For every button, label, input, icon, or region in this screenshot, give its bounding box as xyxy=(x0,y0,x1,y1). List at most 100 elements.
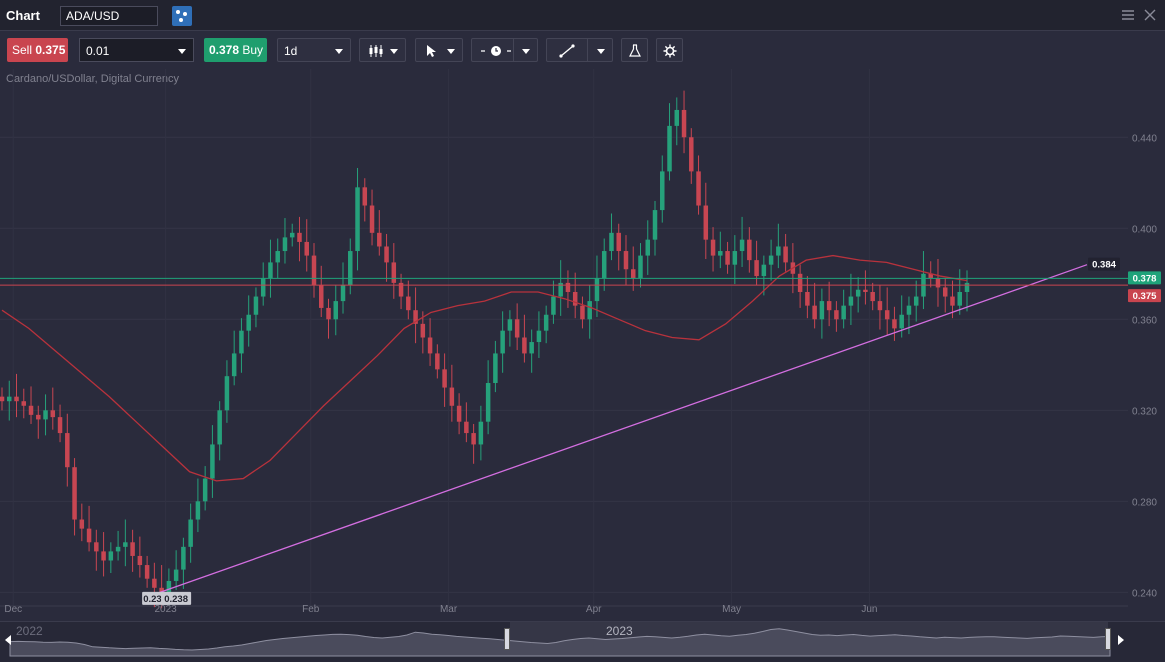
interval-select[interactable]: 1d xyxy=(277,38,351,62)
link-channel-icon[interactable] xyxy=(172,6,192,26)
candle-body xyxy=(435,353,440,370)
buy-button[interactable]: 0.378 Buy xyxy=(204,38,267,62)
quantity-value: 0.01 xyxy=(86,44,110,58)
candle-body xyxy=(449,387,455,406)
candle-body xyxy=(152,578,157,588)
candle-body xyxy=(224,376,230,411)
candle-body xyxy=(94,542,99,552)
buy-price-tag: 0.378 xyxy=(1128,271,1161,285)
navigator-handle-left[interactable] xyxy=(504,628,510,650)
candle-body xyxy=(601,251,607,279)
candle-body xyxy=(43,410,48,420)
low-label-2: 0.238 xyxy=(161,591,192,605)
y-tick-label: 0.360 xyxy=(1132,315,1157,326)
candle-body xyxy=(398,282,404,297)
drawing-tools-select[interactable] xyxy=(546,38,613,62)
candle-body xyxy=(638,255,643,279)
close-icon[interactable] xyxy=(1143,8,1157,22)
low-label-2-bg xyxy=(161,591,192,605)
chevron-down-icon xyxy=(522,49,530,54)
candle-body xyxy=(217,410,222,445)
candle-body xyxy=(703,205,709,240)
sell-price: 0.375 xyxy=(35,43,66,57)
axis-labels: 0.440 0.400 0.360 0.320 0.280 0.240 Dec 2023 Feb… xyxy=(4,133,1157,615)
candle-body xyxy=(362,187,368,206)
x-tick-label: 2023 xyxy=(154,604,177,615)
candle-body xyxy=(761,264,767,277)
cursor-select[interactable] xyxy=(415,38,463,62)
sell-button[interactable]: Sell 0.375 xyxy=(7,38,68,62)
candle-body xyxy=(739,239,745,252)
candle-body xyxy=(348,251,353,286)
candle-body xyxy=(551,296,556,315)
candles xyxy=(0,90,970,609)
candle-body xyxy=(913,296,919,306)
candle-body xyxy=(855,289,861,297)
candle-body xyxy=(391,262,397,283)
navigator-sparkline xyxy=(9,622,1111,657)
moving-average-line xyxy=(1,254,968,482)
candle-body xyxy=(935,278,941,288)
candle-body xyxy=(72,467,77,520)
crosshair-select[interactable] xyxy=(471,38,538,62)
candle-body xyxy=(950,296,955,306)
candle-body xyxy=(906,305,912,315)
candle-body xyxy=(558,282,563,297)
candle-body xyxy=(57,417,63,434)
candle-body xyxy=(464,421,469,434)
candle-body xyxy=(841,305,846,320)
candle-body xyxy=(732,251,738,265)
candle-body xyxy=(318,285,324,308)
scroll-left-icon[interactable] xyxy=(5,635,11,645)
title-bar: Chart xyxy=(0,0,1165,31)
candle-body xyxy=(768,255,774,265)
candle-body xyxy=(826,301,832,311)
settings-button[interactable] xyxy=(656,38,683,62)
chart-grid xyxy=(0,69,1128,607)
candle-body xyxy=(754,260,759,277)
sell-price-tag: 0.375 xyxy=(1128,289,1161,303)
navigator-handle-right[interactable] xyxy=(1105,628,1111,650)
hamburger-icon[interactable] xyxy=(1121,8,1135,22)
candle-body xyxy=(747,239,752,261)
candle-body xyxy=(188,519,193,547)
sell-price-tag-text: 0.375 xyxy=(1133,291,1157,302)
candle-body xyxy=(36,414,41,420)
candle-body xyxy=(471,433,476,445)
navigator-year-left: 2022 xyxy=(16,624,43,638)
trendline xyxy=(146,264,1088,598)
candle-body xyxy=(572,291,578,306)
symbol-input[interactable] xyxy=(60,6,158,26)
candle-body xyxy=(493,353,498,384)
flask-icon xyxy=(628,44,642,61)
candle-body xyxy=(580,305,585,320)
chart-style-select[interactable] xyxy=(359,38,406,62)
chart-toolbar: Sell 0.375 0.01 0.378 Buy 1d xyxy=(0,31,1165,69)
indicators-button[interactable] xyxy=(621,38,648,62)
scroll-right-icon[interactable] xyxy=(1118,635,1124,645)
candle-body xyxy=(297,232,302,242)
candle-body xyxy=(500,330,505,354)
low-label-2-text: 0.238 xyxy=(164,594,188,605)
gear-icon xyxy=(663,44,677,61)
quantity-select[interactable]: 0.01 xyxy=(79,38,194,62)
candle-body xyxy=(616,232,621,252)
candle-body xyxy=(565,282,571,292)
candle-body xyxy=(942,287,948,297)
time-navigator[interactable]: 2022 2023 xyxy=(0,621,1165,662)
chevron-down-icon xyxy=(390,49,398,54)
candle-body xyxy=(166,580,172,593)
low-label-1-text: 0.238 xyxy=(143,594,167,605)
candle-body xyxy=(964,282,970,292)
candle-body xyxy=(456,405,462,422)
chevron-down-icon xyxy=(447,49,455,54)
candlestick-icon xyxy=(368,44,384,61)
y-tick-label: 0.280 xyxy=(1132,497,1157,508)
x-tick-label: Apr xyxy=(586,604,602,615)
candle-body xyxy=(710,239,716,256)
candle-body xyxy=(65,433,70,468)
candle-body xyxy=(529,342,534,354)
buy-price-tag-bg xyxy=(1128,271,1161,285)
